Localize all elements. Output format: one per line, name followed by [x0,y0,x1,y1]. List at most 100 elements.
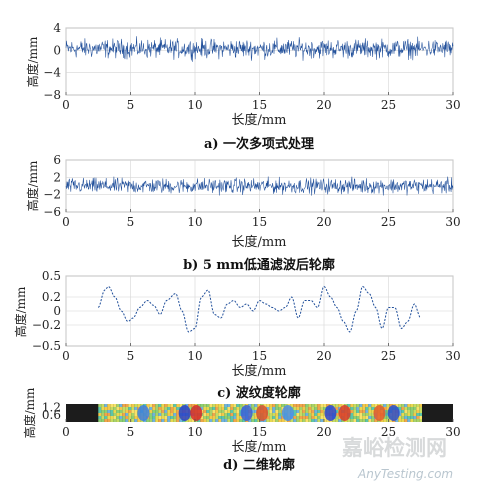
heatmap-feature [178,405,191,421]
heatmap-cell [173,419,177,422]
heatmap-cell [335,410,339,413]
heatmap-cell [224,416,228,419]
heatmap-cell [401,404,405,407]
heatmap-cell [176,419,180,422]
heatmap-cell [269,407,273,410]
heatmap-cell [110,407,114,410]
heatmap-cell [404,416,408,419]
heatmap-cell [203,416,207,419]
heatmap-cell [299,404,303,407]
heatmap-cell [413,416,417,419]
heatmap-cell [272,419,276,422]
heatmap-cell [410,419,414,422]
watermark: 嘉峪检测网 AnyTesting.com [342,436,453,481]
heatmap-cell [269,410,273,413]
heatmap-cell [218,404,222,407]
heatmap-cell [407,413,411,416]
heatmap-cell [134,404,138,407]
heatmap-cell [281,404,285,407]
heatmap-cell [350,407,354,410]
heatmap-cell [155,410,159,413]
caption-c: c) 波纹度轮廓 [217,385,301,401]
heatmap-cell [221,404,225,407]
y-tick-label: 6 [53,153,61,167]
heatmap-cell [221,407,225,410]
heatmap-cell [305,404,309,407]
heatmap-cell [230,419,234,422]
x-tick-label: 25 [381,215,396,229]
heatmap-cell [149,419,153,422]
heatmap-cell [134,419,138,422]
heatmap-cell [122,404,126,407]
heatmap-cell [224,410,228,413]
heatmap-feature [338,405,351,421]
heatmap-cell [170,416,174,419]
heatmap-cell [335,416,339,419]
heatmap-cell [317,413,321,416]
heatmap-cell [134,410,138,413]
heatmap-cell [197,404,201,407]
heatmap-cell [365,413,369,416]
heatmap-cell [368,404,372,407]
x-tick-label: 0 [62,215,70,229]
heatmap-cell [362,410,366,413]
series-line-path [65,36,454,62]
heatmap-cell [161,419,165,422]
heatmap-cell [398,419,402,422]
heatmap-cell [176,404,180,407]
heatmap-cell [170,410,174,413]
heatmap-cell [413,419,417,422]
heatmap-cell [209,410,213,413]
heatmap-cell [323,416,327,419]
x-tick-label: 25 [381,349,396,363]
heatmap-cell [137,404,141,407]
heatmap-cell [230,410,234,413]
heatmap-cell [233,416,237,419]
heatmap-cell [119,404,123,407]
heatmap-cell [362,416,366,419]
heatmap-cell [215,410,219,413]
heatmap-cell [131,413,135,416]
heatmap-cell [266,407,270,410]
heatmap-cell [185,404,189,407]
heatmap-cell [218,410,222,413]
heatmap-cell [281,416,285,419]
heatmap-cell [314,404,318,407]
heatmap-cell [155,419,159,422]
heatmap-cell [98,404,102,407]
heatmap-cell [215,416,219,419]
series-line-a [65,36,454,62]
heatmap-cell [278,416,282,419]
heatmap-cell [356,419,360,422]
heatmap-cell [356,410,360,413]
heatmap-cell [149,416,153,419]
x-tick-label: 5 [127,349,135,363]
heatmap-cell [230,413,234,416]
heatmap-feature [240,405,253,421]
heatmap-cell [161,416,165,419]
heatmap-cell [251,407,255,410]
heatmap-cell [179,419,183,422]
heatmap-cell [227,410,231,413]
heatmap-cell [239,419,243,422]
heatmap-cell [215,407,219,410]
heatmap-cell [263,419,267,422]
heatmap-cell [398,407,402,410]
heatmap-cell [203,419,207,422]
chart-panel-a: 4 0 −4 −8 0 5 10 15 20 25 30 高度/mm 长度/mm a) 一次多项式… [25,21,461,152]
heatmap-cell [305,419,309,422]
heatmap-cell [164,404,168,407]
heatmap-cell [239,407,243,410]
heatmap-cell [212,419,216,422]
heatmap-cell [410,413,414,416]
heatmap-cell [404,410,408,413]
heatmap-cell [401,413,405,416]
chart-panel-b: 6 2 −2 −6 0 5 10 15 20 25 30 高度/mm 长度/mm b) 5 mm低… [25,153,461,273]
heatmap-cell [302,404,306,407]
heatmap-cell [338,404,342,407]
heatmap-cell [416,419,420,422]
heatmap-cell [266,416,270,419]
heatmap-cell [230,416,234,419]
heatmap-cell [218,416,222,419]
heatmap-cell [419,419,422,422]
